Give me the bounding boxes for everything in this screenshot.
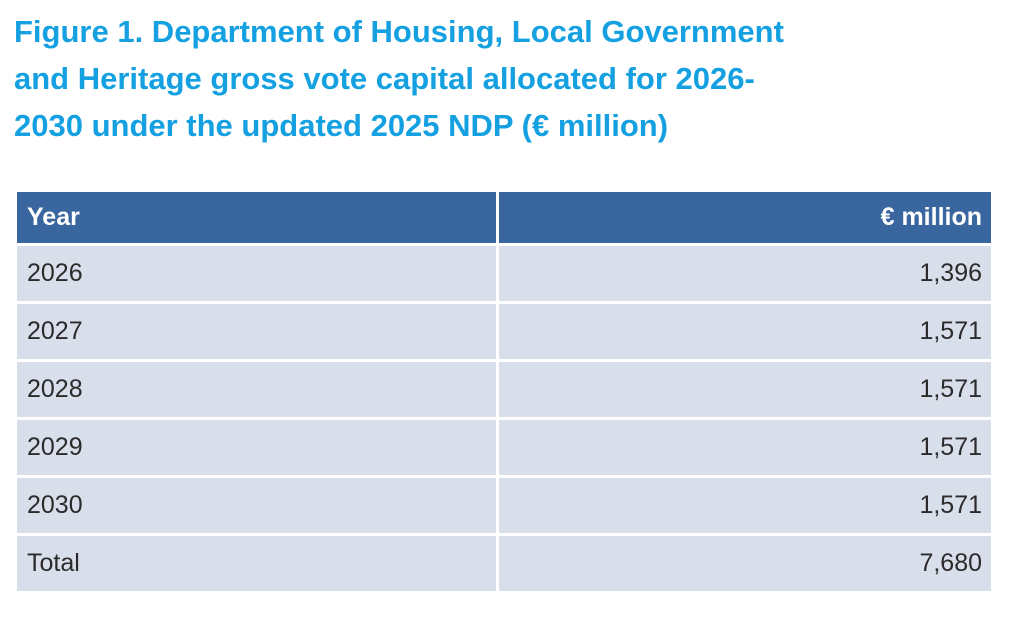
cell-year: 2029	[13, 417, 500, 478]
cell-value: 1,396	[496, 243, 994, 304]
table-header-row: Year € million	[13, 189, 994, 246]
table-row: 2029 1,571	[13, 417, 994, 478]
cell-value: 1,571	[496, 417, 994, 478]
cell-value: 1,571	[496, 301, 994, 362]
figure-title-line: Figure 1. Department of Housing, Local G…	[14, 14, 784, 49]
allocation-table: Year € million 2026 1,396 2027 1,571 202…	[13, 189, 994, 594]
table-row: 2028 1,571	[13, 359, 994, 420]
cell-value-total: 7,680	[496, 533, 994, 594]
cell-year: 2027	[13, 301, 500, 362]
cell-year: 2028	[13, 359, 500, 420]
table-row: 2030 1,571	[13, 475, 994, 536]
column-header-year: Year	[13, 189, 500, 246]
column-header-million: € million	[496, 189, 994, 246]
cell-year: 2030	[13, 475, 500, 536]
figure-title: Figure 1. Department of Housing, Local G…	[14, 8, 1010, 149]
figure-title-line: and Heritage gross vote capital allocate…	[14, 61, 755, 96]
cell-year: 2026	[13, 243, 500, 304]
table-row: 2026 1,396	[13, 243, 994, 304]
cell-value: 1,571	[496, 359, 994, 420]
table-row: 2027 1,571	[13, 301, 994, 362]
figure-title-line: 2030 under the updated 2025 NDP (€ milli…	[14, 108, 669, 143]
cell-year-total: Total	[13, 533, 500, 594]
table-row-total: Total 7,680	[13, 533, 994, 594]
cell-value: 1,571	[496, 475, 994, 536]
